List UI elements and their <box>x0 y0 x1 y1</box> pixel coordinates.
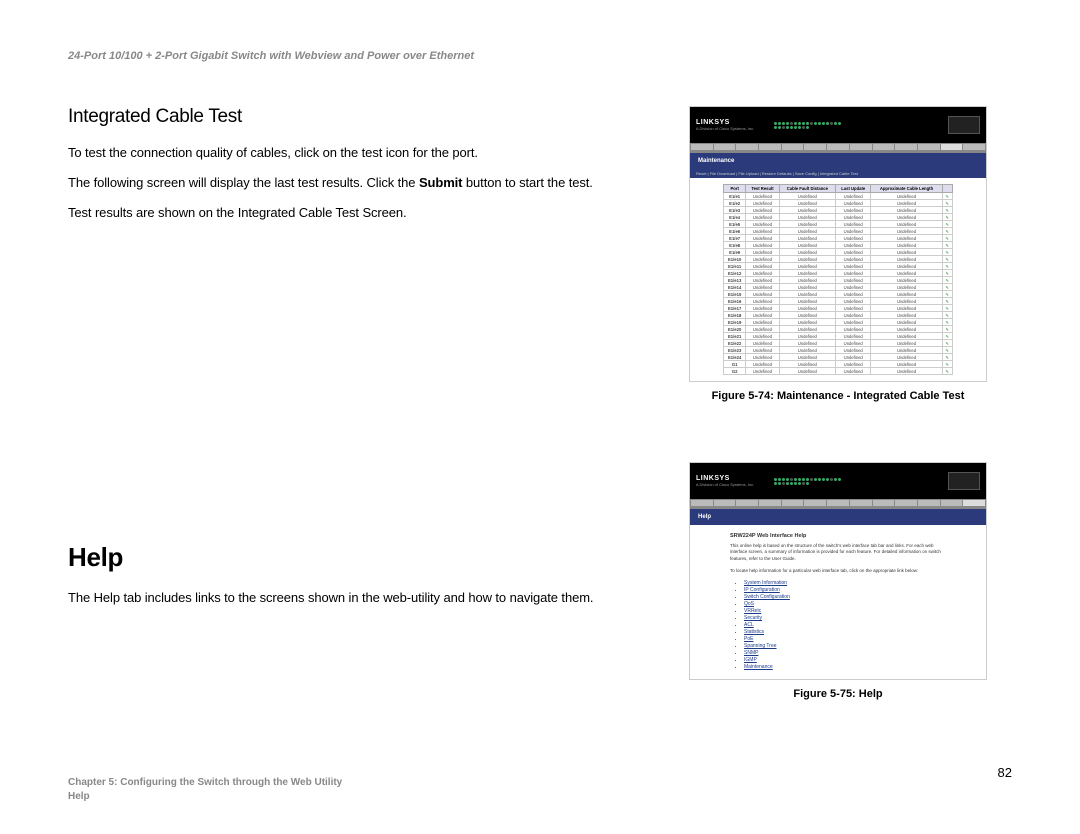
page-footer: Chapter 5: Configuring the Switch throug… <box>68 765 1012 804</box>
paragraph: To test the connection quality of cables… <box>68 142 658 164</box>
text: button to start the test. <box>462 175 592 190</box>
figure-2-screenshot: LINKSYS A Division of Cisco Systems, Inc… <box>689 462 987 680</box>
device-image <box>948 116 980 134</box>
text: The following screen will display the la… <box>68 175 419 190</box>
help-page-title: SRW224P Web Interface Help <box>730 533 946 539</box>
brand-subtitle: A Division of Cisco Systems, Inc. <box>696 482 754 487</box>
document-header: 24-Port 10/100 + 2-Port Gigabit Switch w… <box>68 50 1012 62</box>
paragraph: The following screen will display the la… <box>68 172 658 194</box>
figure-1-container: LINKSYS A Division of Cisco Systems, Inc… <box>688 106 988 402</box>
port-led-panel <box>774 122 844 129</box>
paragraph: Test results are shown on the Integrated… <box>68 202 658 224</box>
figure-2-container: LINKSYS A Division of Cisco Systems, Inc… <box>688 462 988 700</box>
section-help: Help The Help tab includes links to the … <box>68 462 658 617</box>
port-led-panel <box>774 478 844 485</box>
figure-1-screenshot: LINKSYS A Division of Cisco Systems, Inc… <box>689 106 987 382</box>
section-integrated-cable-test: Integrated Cable Test To test the connec… <box>68 106 658 232</box>
text-bold: Submit <box>419 175 462 190</box>
page-number: 82 <box>998 765 1012 780</box>
help-description: This online help is based on the structu… <box>730 543 946 562</box>
help-description-2: To locate help information for a particu… <box>730 568 946 574</box>
main-tabs <box>690 143 986 153</box>
brand-logo: LINKSYS <box>696 119 730 126</box>
footer-section: Help <box>68 790 342 804</box>
brand-subtitle: A Division of Cisco Systems, Inc. <box>696 126 754 131</box>
device-image <box>948 472 980 490</box>
help-links-list: System InformationIP ConfigurationSwitch… <box>744 580 946 670</box>
nav-label-help: Help <box>698 514 711 520</box>
brand-logo: LINKSYS <box>696 475 730 482</box>
sub-tabs: Reset | File Download | File Upload | Re… <box>690 169 986 178</box>
main-tabs <box>690 499 986 509</box>
figure-2-caption: Figure 5-75: Help <box>793 688 882 700</box>
section-heading-help: Help <box>68 542 658 573</box>
paragraph: The Help tab includes links to the scree… <box>68 587 658 609</box>
cable-test-table: PortTest ResultCable Fault DistanceLast … <box>723 184 953 375</box>
nav-label-maintenance: Maintenance <box>698 158 734 164</box>
footer-chapter: Chapter 5: Configuring the Switch throug… <box>68 776 342 790</box>
figure-1-caption: Figure 5-74: Maintenance - Integrated Ca… <box>712 390 965 402</box>
section-heading-cable-test: Integrated Cable Test <box>68 106 658 128</box>
